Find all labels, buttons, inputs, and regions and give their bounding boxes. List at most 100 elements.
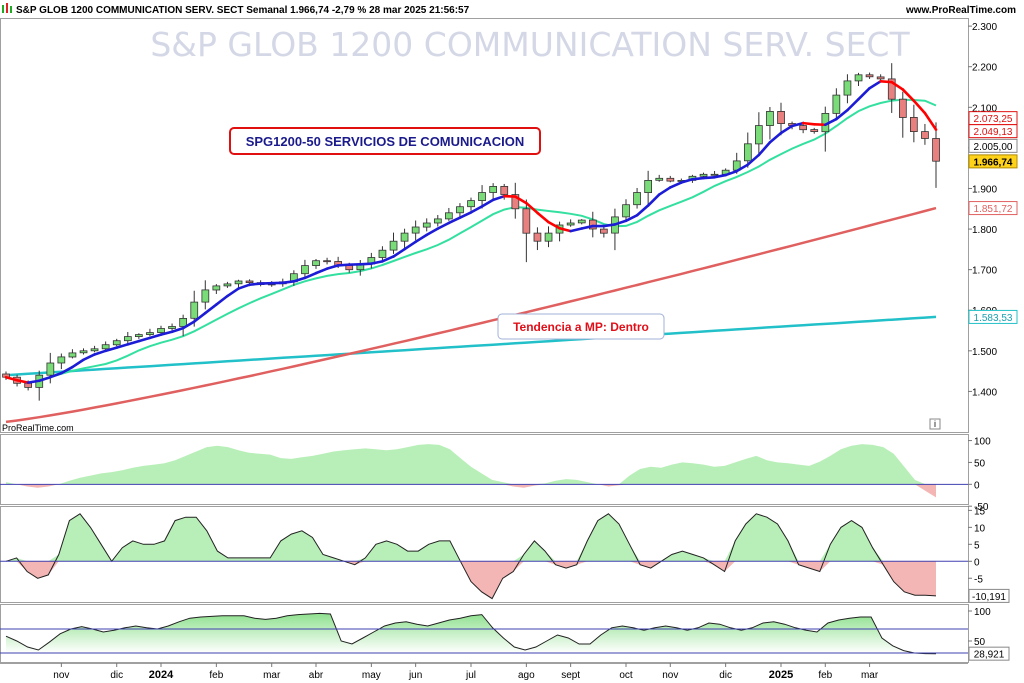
ma-fast-segment [425, 227, 440, 237]
candle-body [312, 260, 320, 267]
ma-fast-segment [414, 233, 429, 244]
candle-body [68, 352, 77, 358]
x-tick-label: nov [53, 670, 69, 681]
candle-body [622, 204, 630, 218]
candle-body [500, 185, 509, 195]
ma-long-line [5, 315, 937, 377]
candle-body [101, 344, 110, 350]
x-tick-label: mar [861, 670, 879, 681]
ma-fast-segment [779, 124, 794, 135]
main-panel-frame [0, 18, 969, 433]
annotation-trend-box[interactable]: Tendencia a MP: Dentro [497, 313, 665, 340]
x-tick-label: abr [309, 670, 324, 681]
osc-tick-label: -50 [974, 502, 989, 513]
ma-fast-segment [48, 371, 63, 379]
candle-body [899, 98, 907, 118]
ma-fast-segment [823, 117, 838, 127]
candle-body [799, 125, 808, 131]
ma-fast-segment [890, 80, 905, 91]
fast-moving-average [4, 80, 938, 384]
ma-fast-segment [436, 221, 451, 230]
annotation-title-box[interactable]: SPG1200-50 SERVICIOS DE COMUNICACION [229, 127, 541, 155]
osc-positive-area [6, 513, 936, 562]
ma-fast-segment [657, 186, 672, 196]
candle-body [633, 192, 641, 206]
osc-negative-area [6, 561, 936, 599]
ma-fast-segment [713, 173, 727, 179]
ma-fast-segment [613, 219, 628, 226]
y-tick-label: 1.900 [972, 184, 997, 195]
candle-body [910, 117, 918, 133]
y-tick-label: 1.500 [972, 347, 997, 358]
ma-fast-segment [525, 201, 539, 215]
info-icon[interactable]: i [929, 418, 941, 430]
ma-fast-segment [170, 326, 185, 334]
price-tags: 2.073,25 2.049,13 2.005,00 1.966,74 1.851,72… [968, 111, 1018, 324]
ma-fast-segment [879, 80, 894, 84]
ma-fast-segment [602, 223, 617, 228]
candle-body [223, 283, 232, 287]
ma-fast-segment [458, 211, 473, 219]
x-tick-label: dic [110, 670, 123, 681]
ma-fast-segment [868, 80, 882, 90]
price-tag-box [968, 138, 1018, 153]
ma-fast-segment [668, 181, 683, 189]
time-axis: nov dic 2024 feb mar abr may jun jul ago sept oct no… [0, 663, 968, 681]
osc-tick-label: 10 [974, 523, 986, 534]
ma-fast-segment [702, 175, 716, 180]
moving-averages [5, 98, 937, 424]
ma-fast-segment [757, 141, 772, 157]
ma-fast-segment [314, 267, 329, 275]
ma-fast-segment [215, 294, 229, 306]
ma-fast-segment [912, 99, 927, 115]
ma-slow-line [5, 206, 937, 424]
candle-body [112, 340, 121, 346]
annotation-trend-text: Tendencia a MP: Dentro [513, 320, 649, 334]
candle-body [832, 94, 841, 114]
osc-line [5, 612, 937, 655]
ma-fast-segment [857, 86, 871, 101]
osc1-panel-frame [0, 434, 969, 505]
candle-body [157, 328, 165, 333]
price-candles [2, 63, 940, 401]
ma-fast-segment [835, 108, 849, 121]
price-tag-label: 1.583,53 [974, 313, 1013, 324]
price-tag-box [968, 154, 1018, 169]
osc-value-label: -10,191 [972, 592, 1006, 603]
ma-fast-segment [82, 353, 96, 362]
price-tag-label: 1.851,72 [974, 204, 1013, 215]
ma-fast-segment [115, 343, 130, 349]
candle-body [921, 131, 929, 139]
ma-fast-segment [536, 211, 550, 224]
x-tick-label: 2025 [769, 669, 793, 681]
chart-title: S&P GLOB 1200 COMMUNICATION SERV. SECT S… [16, 5, 470, 16]
site-link[interactable]: www.ProRealTime.com [905, 5, 1016, 16]
candle-body [57, 356, 66, 364]
ma-fast-segment [192, 311, 207, 323]
candle-body [79, 350, 88, 354]
ma-fast-segment [71, 358, 85, 369]
y-tick-label: 1.800 [972, 225, 997, 236]
ma-fast-segment [403, 240, 417, 251]
ma-fast-segment [469, 205, 484, 214]
ma-fast-segment [237, 283, 251, 290]
source-label: ProRealTime.com [2, 423, 74, 433]
osc-value-box [968, 646, 1010, 661]
chart-header: S&P GLOB 1200 COMMUNICATION SERV. SECT S… [2, 3, 1016, 16]
candle-body [810, 129, 819, 133]
candle-body [544, 232, 553, 242]
osc-tick-label: 100 [974, 437, 991, 448]
candle-body [345, 265, 354, 271]
x-tick-label: may [362, 670, 381, 681]
x-tick-label: feb [818, 670, 832, 681]
y-tick-label: 2.100 [972, 103, 997, 114]
candle-body [456, 206, 464, 214]
ma-fast-segment [137, 336, 152, 343]
ma-fast-segment [569, 227, 584, 233]
ma-fast-segment [60, 365, 74, 375]
candle-body [511, 194, 520, 210]
osc-tick-label: 5 [974, 540, 980, 551]
price-tag-box [968, 124, 1018, 139]
ma-fast-segment [691, 176, 705, 181]
